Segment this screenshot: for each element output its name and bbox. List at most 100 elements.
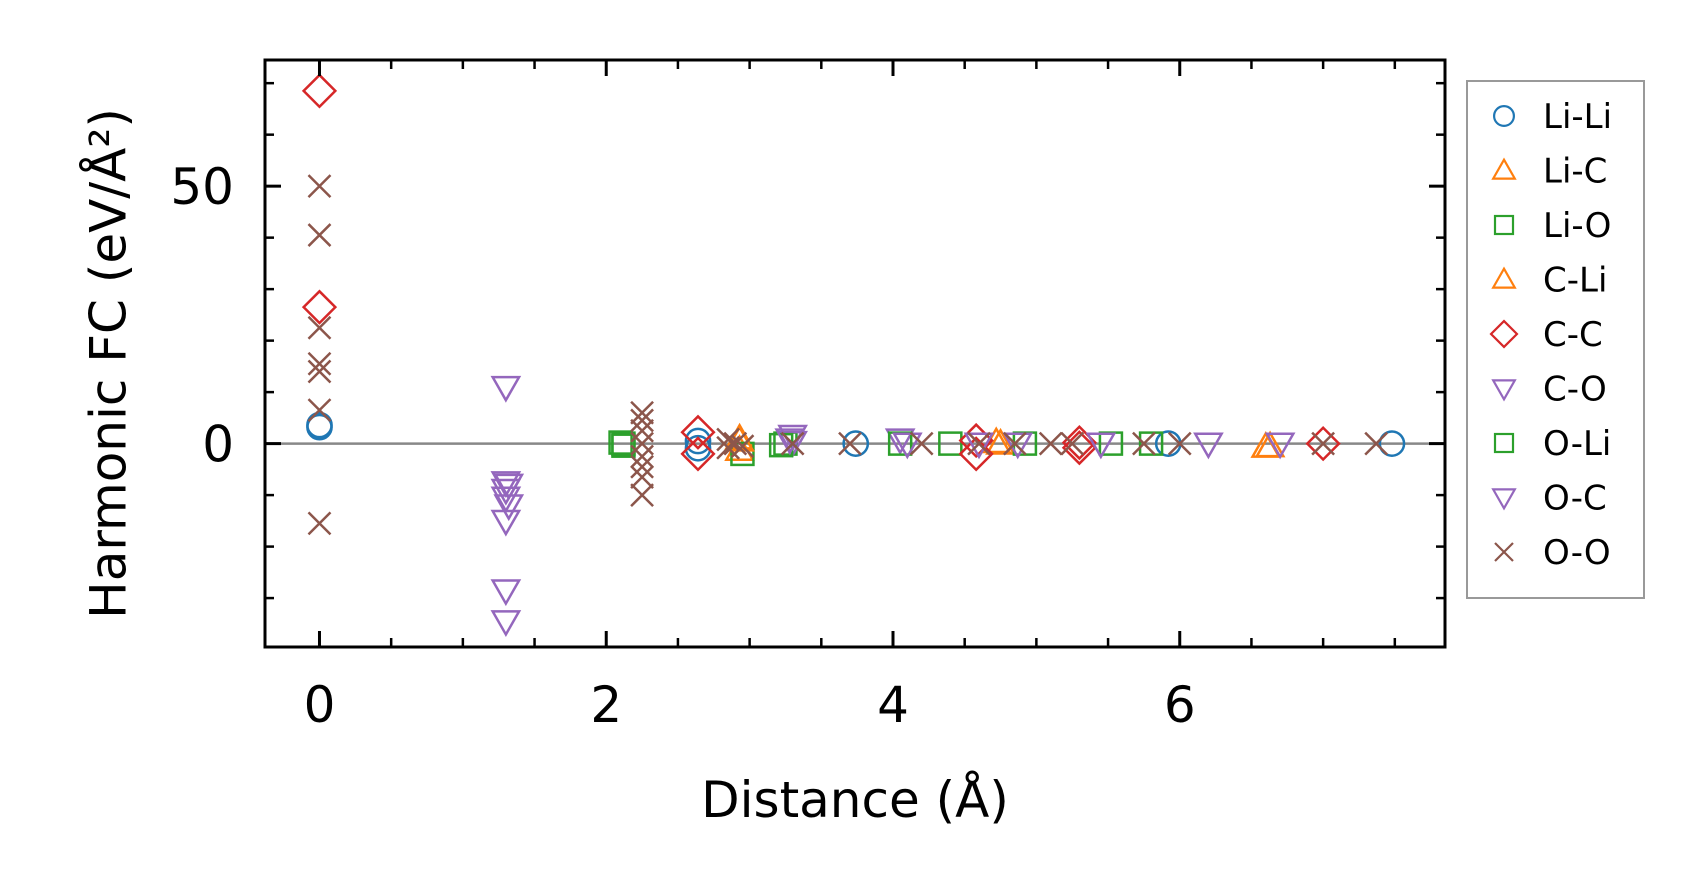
point-o-o [630, 418, 654, 443]
legend-entry-li-o: Li-O [1493, 206, 1611, 246]
point-c-c [958, 436, 994, 472]
point-o-o [630, 400, 654, 425]
legend-marker-o-li [1493, 432, 1515, 454]
point-o-o [780, 431, 805, 456]
point-o-c [1002, 432, 1034, 460]
point-o-o [630, 465, 654, 489]
point-o-o [730, 434, 755, 459]
data-markers [301, 73, 1406, 637]
point-li-li [842, 430, 870, 457]
legend: Li-Li Li-C Li-O C-Li C-C C-O O-Li O-C O-O [1466, 80, 1645, 599]
y-tick-label: 0 [202, 416, 234, 474]
legend-marker-c-li [1491, 266, 1517, 289]
point-o-o [723, 431, 748, 456]
legend-entry-o-o: O-O [1494, 533, 1611, 573]
legend-label-o-o: O-O [1543, 533, 1611, 573]
legend-marker-li-c [1491, 157, 1517, 180]
legend-label-li-o: Li-O [1543, 206, 1611, 246]
legend-marker-li-o [1493, 214, 1515, 236]
x-tick-label: 0 [304, 676, 336, 734]
point-li-li [1378, 430, 1406, 457]
point-o-li [608, 430, 633, 455]
point-c-c [301, 289, 338, 325]
legend-items: Li-Li Li-C Li-O C-Li C-C C-O O-Li O-C O-O [1489, 97, 1612, 573]
point-c-o [490, 375, 522, 403]
legend-label-li-li: Li-Li [1543, 97, 1612, 137]
legend-label-o-c: O-C [1543, 479, 1607, 519]
point-o-o [307, 174, 332, 199]
y-tick-labels: 0 50 [170, 158, 234, 473]
legend-marker-o-o [1494, 542, 1514, 562]
legend-entry-o-li: O-Li [1493, 424, 1611, 464]
point-c-c [301, 73, 338, 109]
point-o-o [1132, 431, 1156, 456]
legend-entry-c-o: C-O [1491, 370, 1607, 410]
point-o-o [307, 223, 332, 247]
x-tick-label: 4 [877, 676, 909, 734]
legend-marker-c-c [1489, 319, 1519, 349]
point-o-c [1085, 432, 1117, 460]
point-li-li [306, 411, 333, 439]
legend-marker-li-li [1492, 104, 1515, 127]
legend-label-c-li: C-Li [1543, 261, 1607, 301]
legend-entry-li-li: Li-Li [1492, 97, 1612, 137]
point-o-o [1167, 431, 1192, 456]
point-li-o [611, 433, 636, 458]
point-o-o [1364, 431, 1389, 456]
point-o-o [838, 431, 862, 456]
plot-frame [263, 58, 1447, 649]
legend-label-li-c: Li-C [1543, 152, 1607, 192]
legend-label-c-c: C-C [1543, 315, 1603, 355]
point-o-li [1138, 431, 1164, 456]
point-o-o [307, 315, 332, 340]
point-o-o [630, 483, 654, 507]
point-o-o [630, 408, 654, 433]
point-o-o [307, 511, 332, 536]
point-c-o [963, 432, 995, 460]
point-o-c [493, 494, 525, 522]
point-li-o [730, 441, 755, 467]
legend-entry-c-c: C-C [1489, 315, 1603, 355]
legend-entry-c-li: C-Li [1491, 261, 1607, 301]
point-c-c [1061, 430, 1097, 466]
legend-label-c-o: C-O [1543, 370, 1607, 410]
point-li-c [985, 427, 1016, 455]
minor-ticks [265, 60, 1445, 647]
point-o-c [1193, 432, 1224, 460]
legend-marker-o-c [1491, 488, 1517, 511]
point-li-li [684, 427, 712, 455]
legend-entry-o-c: O-C [1491, 479, 1607, 519]
point-o-c [1264, 432, 1296, 460]
point-o-o [1311, 431, 1336, 456]
point-li-li [684, 434, 712, 462]
x-tick-labels: 0 2 4 6 [304, 676, 1196, 734]
point-c-o [884, 428, 916, 456]
point-o-o [630, 444, 654, 469]
y-tick-label: 50 [170, 158, 234, 216]
point-o-o [630, 454, 654, 479]
point-c-c [1305, 426, 1341, 462]
point-o-o [307, 398, 332, 423]
point-o-o [1002, 431, 1027, 456]
point-c-li [1250, 430, 1282, 458]
point-c-c [680, 414, 716, 450]
point-o-o [909, 431, 934, 456]
point-li-o [938, 431, 963, 456]
legend-marker-c-o [1491, 379, 1517, 402]
point-o-o [716, 427, 740, 452]
point-o-o [307, 359, 332, 384]
major-ticks [265, 60, 1445, 647]
x-tick-label: 2 [590, 676, 622, 734]
legend-label-o-li: O-Li [1543, 424, 1611, 464]
point-c-o [490, 610, 522, 637]
y-axis-label: Harmonic FC (eV/Å²) [80, 108, 138, 619]
point-c-o [490, 509, 522, 537]
x-axis-label: Distance (Å) [701, 771, 1009, 829]
point-c-c [680, 436, 716, 472]
point-c-o [490, 579, 522, 607]
point-o-o [1060, 431, 1085, 456]
x-tick-label: 6 [1164, 676, 1196, 734]
point-o-o [307, 351, 332, 376]
point-li-c [724, 434, 755, 461]
